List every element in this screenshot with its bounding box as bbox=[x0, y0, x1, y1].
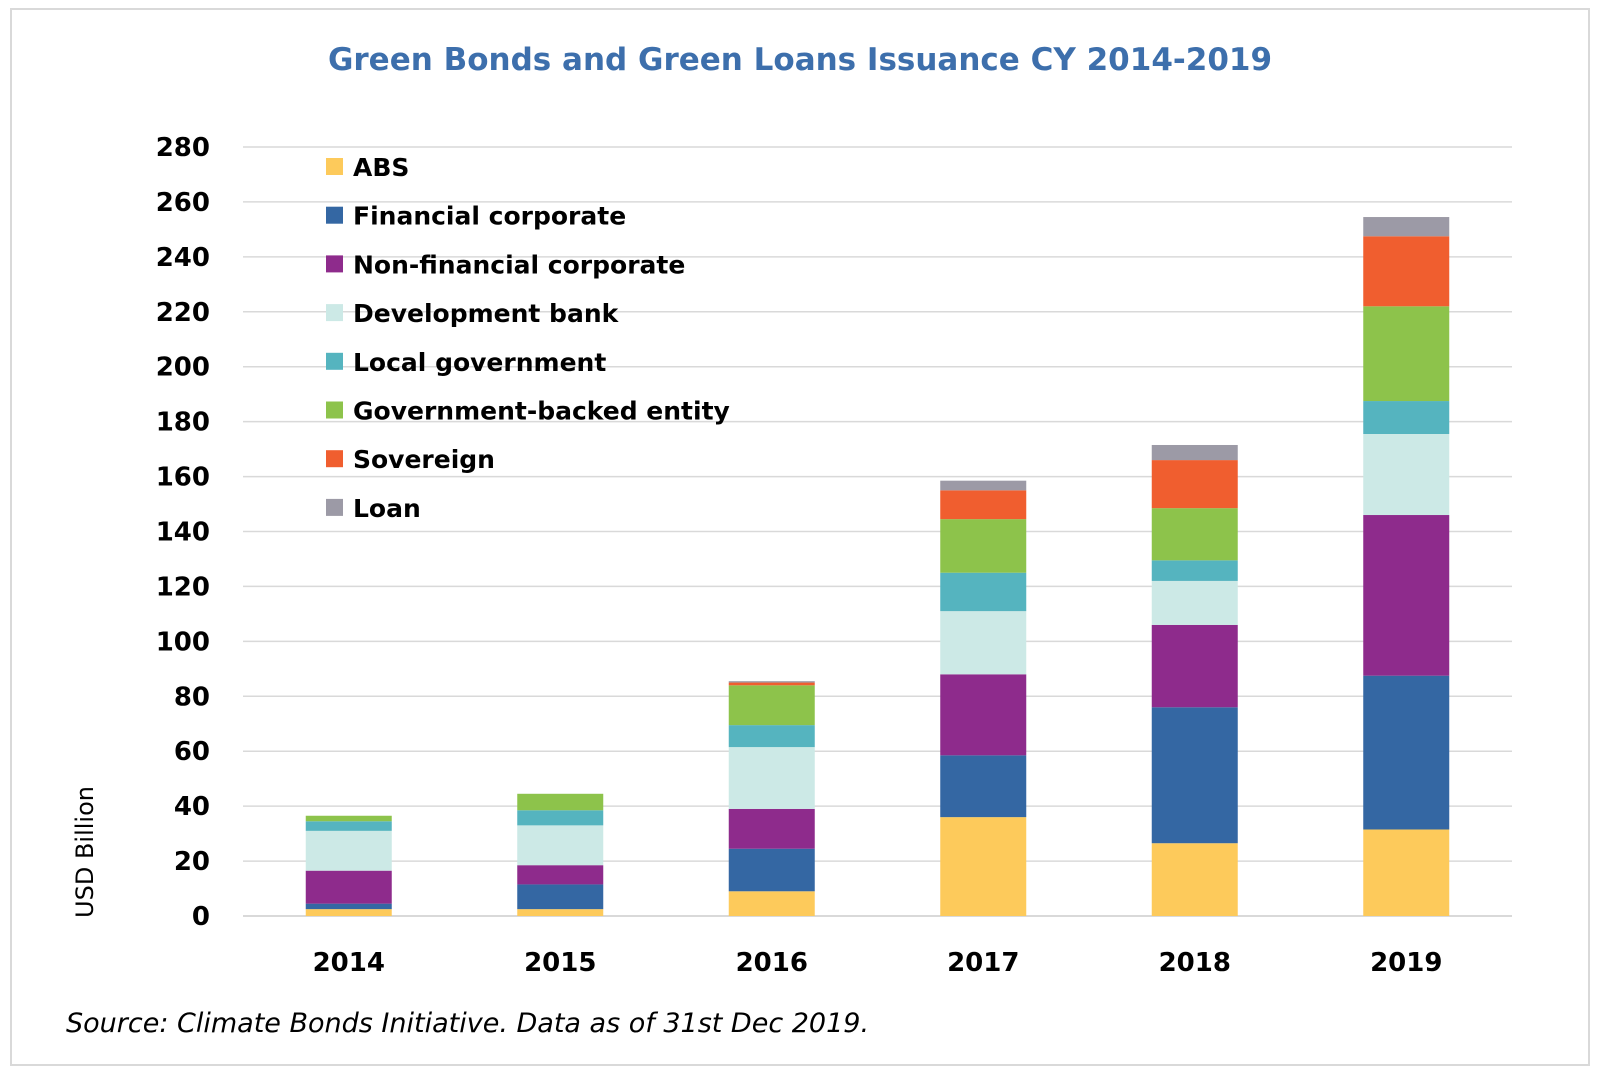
bar-government-backed-entity-2018 bbox=[1151, 508, 1238, 561]
y-tick-label: 120 bbox=[156, 572, 210, 602]
bar-development-bank-2015 bbox=[517, 825, 604, 866]
bar-local-government-2018 bbox=[1151, 560, 1238, 581]
y-tick-label: 220 bbox=[156, 298, 210, 328]
legend-label-government-backed-entity: Government-backed entity bbox=[353, 397, 730, 426]
y-tick-label: 180 bbox=[156, 408, 210, 438]
bar-loan-2017 bbox=[940, 480, 1027, 491]
bar-government-backed-entity-2019 bbox=[1363, 306, 1450, 402]
x-tick-label: 2019 bbox=[1370, 948, 1442, 978]
bar-sovereign-2018 bbox=[1151, 460, 1238, 509]
bar-local-government-2015 bbox=[517, 810, 604, 826]
bar-abs-2016 bbox=[728, 891, 815, 916]
legend-label-development-bank: Development bank bbox=[353, 299, 620, 328]
bar-non-financial-corporate-2015 bbox=[517, 865, 604, 885]
bar-development-bank-2014 bbox=[305, 830, 392, 871]
bar-financial-corporate-2017 bbox=[940, 755, 1027, 818]
y-tick-label: 280 bbox=[156, 133, 210, 163]
legend-label-financial-corporate: Financial corporate bbox=[353, 202, 626, 231]
chart-frame bbox=[10, 8, 1590, 1066]
bar-local-government-2019 bbox=[1363, 401, 1450, 435]
legend-swatch-sovereign bbox=[326, 450, 343, 468]
bar-development-bank-2018 bbox=[1151, 580, 1238, 625]
bar-non-financial-corporate-2017 bbox=[940, 674, 1027, 756]
legend-swatch-local-government bbox=[326, 352, 343, 370]
bar-loan-2019 bbox=[1363, 217, 1450, 237]
y-tick-label: 80 bbox=[174, 682, 210, 712]
legend-label-loan: Loan bbox=[353, 494, 421, 523]
y-tick-label: 20 bbox=[174, 847, 210, 877]
bar-development-bank-2017 bbox=[940, 611, 1027, 675]
bar-sovereign-2016 bbox=[728, 682, 815, 686]
bar-financial-corporate-2018 bbox=[1151, 707, 1238, 844]
x-tick-label: 2014 bbox=[313, 948, 385, 978]
legend-label-abs: ABS bbox=[353, 153, 409, 182]
bar-financial-corporate-2015 bbox=[517, 884, 604, 910]
bar-non-financial-corporate-2019 bbox=[1363, 515, 1450, 676]
y-tick-label: 140 bbox=[156, 518, 210, 548]
bar-non-financial-corporate-2018 bbox=[1151, 624, 1238, 708]
legend-swatch-abs bbox=[326, 158, 343, 175]
legend-swatch-government-backed-entity bbox=[326, 401, 343, 419]
legend-label-non-financial-corporate: Non-financial corporate bbox=[353, 250, 685, 279]
bar-non-financial-corporate-2016 bbox=[728, 808, 815, 849]
legend-swatch-development-bank bbox=[326, 304, 343, 322]
bar-government-backed-entity-2014 bbox=[305, 815, 392, 822]
x-tick-label: 2016 bbox=[736, 948, 808, 978]
bar-abs-2014 bbox=[305, 909, 392, 916]
x-tick-label: 2015 bbox=[524, 948, 596, 978]
bar-financial-corporate-2019 bbox=[1363, 675, 1450, 830]
legend-label-local-government: Local government bbox=[353, 348, 606, 377]
bar-abs-2018 bbox=[1151, 843, 1238, 916]
bar-abs-2015 bbox=[517, 909, 604, 916]
y-tick-label: 240 bbox=[156, 243, 210, 273]
bar-abs-2019 bbox=[1363, 829, 1450, 916]
y-axis-label: USD Billion bbox=[71, 786, 99, 918]
y-tick-label: 200 bbox=[156, 353, 210, 383]
bar-financial-corporate-2014 bbox=[305, 903, 392, 910]
bar-non-financial-corporate-2014 bbox=[305, 870, 392, 904]
bar-local-government-2017 bbox=[940, 572, 1027, 612]
bar-financial-corporate-2016 bbox=[728, 848, 815, 892]
bar-development-bank-2019 bbox=[1363, 434, 1450, 516]
legend-label-sovereign: Sovereign bbox=[353, 445, 495, 474]
bar-abs-2017 bbox=[940, 817, 1027, 916]
legend-swatch-financial-corporate bbox=[326, 206, 343, 224]
bar-loan-2018 bbox=[1151, 444, 1238, 461]
bar-loan-2016 bbox=[728, 681, 815, 683]
bar-local-government-2016 bbox=[728, 725, 815, 748]
y-tick-label: 160 bbox=[156, 463, 210, 493]
bar-government-backed-entity-2016 bbox=[728, 685, 815, 726]
y-tick-label: 40 bbox=[174, 792, 210, 822]
bar-development-bank-2016 bbox=[728, 747, 815, 809]
y-tick-label: 260 bbox=[156, 188, 210, 218]
bar-sovereign-2019 bbox=[1363, 236, 1450, 307]
source-note: Source: Climate Bonds Initiative. Data a… bbox=[66, 1008, 870, 1039]
y-tick-label: 0 bbox=[192, 902, 210, 932]
bar-sovereign-2017 bbox=[940, 490, 1027, 520]
y-tick-label: 60 bbox=[174, 737, 210, 767]
x-tick-label: 2017 bbox=[947, 948, 1019, 978]
x-tick-label: 2018 bbox=[1159, 948, 1231, 978]
y-tick-label: 100 bbox=[156, 627, 210, 657]
bar-local-government-2014 bbox=[305, 821, 392, 831]
legend-swatch-non-financial-corporate bbox=[326, 255, 343, 273]
bar-government-backed-entity-2015 bbox=[517, 793, 604, 811]
chart-title: Green Bonds and Green Loans Issuance CY … bbox=[327, 42, 1273, 78]
bar-government-backed-entity-2017 bbox=[940, 519, 1027, 573]
legend-swatch-loan bbox=[326, 498, 343, 516]
